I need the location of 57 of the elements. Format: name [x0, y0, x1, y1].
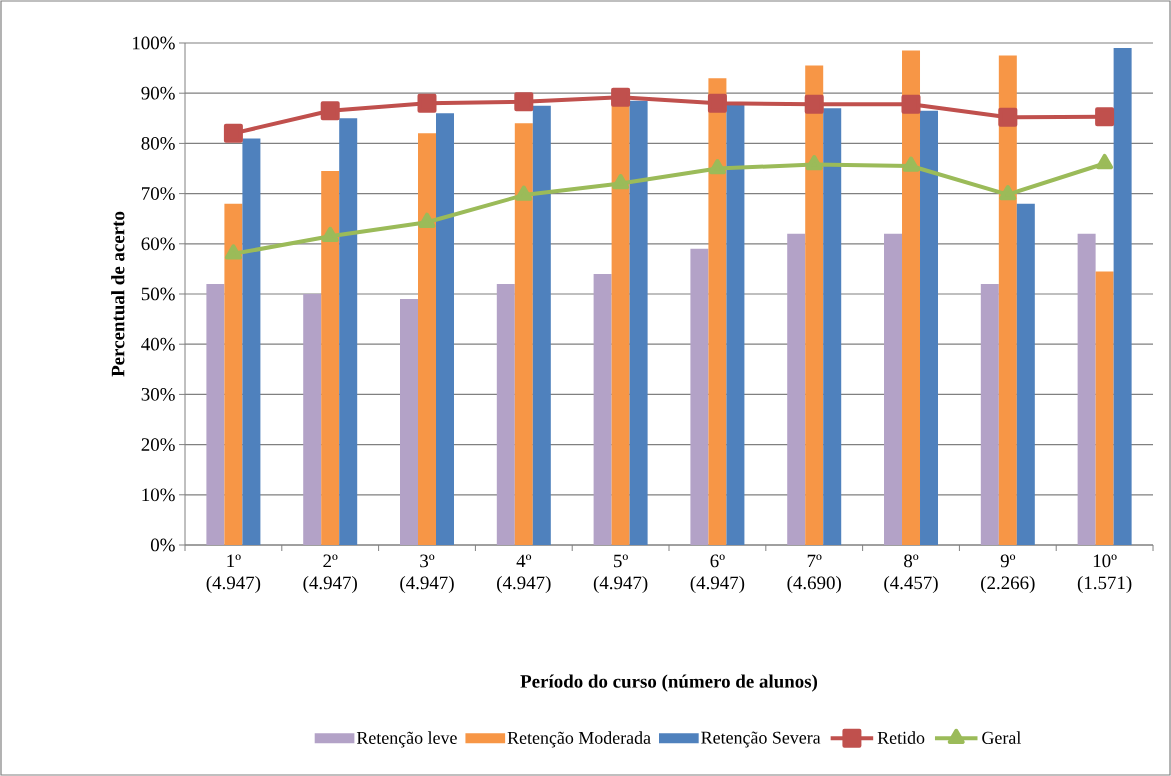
- x-axis-title: Período do curso (número de alunos): [520, 674, 818, 692]
- x-tick-label: 3º (4.947): [400, 554, 454, 594]
- x-tick-label: 10º (1.571): [1077, 554, 1132, 594]
- bar: [690, 248, 709, 545]
- legend-label: Retido: [877, 731, 925, 744]
- y-tick-label: 80%: [141, 136, 175, 150]
- x-tick-label: 6º (4.947): [690, 554, 745, 594]
- y-tick-label: 30%: [141, 387, 175, 401]
- bar: [418, 133, 436, 545]
- y-tick-label: 60%: [141, 237, 175, 251]
- bar: [708, 78, 727, 545]
- bar: [787, 233, 806, 545]
- y-tick-label: 100%: [132, 36, 175, 50]
- bar: [321, 171, 340, 545]
- legend-label: Geral: [982, 731, 1021, 744]
- bar: [998, 55, 1017, 545]
- bar: [400, 299, 418, 545]
- y-axis-title: Percentual de acerto: [111, 211, 125, 377]
- bar: [532, 105, 551, 545]
- y-tick-label: 0%: [150, 538, 175, 552]
- bar: [1113, 48, 1132, 545]
- y-tick-label: 90%: [141, 86, 175, 100]
- y-tick-label: 70%: [142, 187, 175, 201]
- bar: [1095, 271, 1114, 545]
- bar: [884, 233, 903, 545]
- y-tick-label: 50%: [141, 287, 175, 301]
- bar: [339, 118, 358, 545]
- bar: [629, 100, 648, 545]
- bar: [496, 283, 515, 545]
- bar: [436, 113, 454, 545]
- x-tick-label: 7º (4.690): [787, 554, 841, 594]
- bar: [1016, 203, 1035, 545]
- x-tick-label: 1º (4.947): [206, 554, 261, 594]
- y-tick-label: 10%: [142, 488, 175, 502]
- bar: [303, 294, 322, 545]
- y-tick-label: 40%: [141, 337, 175, 351]
- legend-label: Retenção Severa: [701, 731, 821, 748]
- bar: [823, 108, 842, 545]
- bar: [514, 123, 533, 545]
- bar: [920, 110, 939, 545]
- legend-label: Retenção leve: [356, 731, 457, 748]
- y-tick-label: 20%: [141, 438, 175, 452]
- x-tick-label: 9º (2.266): [981, 554, 1035, 594]
- bar: [593, 273, 612, 545]
- bar: [726, 103, 745, 545]
- x-tick-label: 2º (4.947): [303, 554, 357, 594]
- bar: [902, 50, 921, 545]
- bar: [980, 283, 999, 545]
- bar: [1077, 233, 1096, 545]
- bar: [242, 138, 261, 545]
- legend-label: Retenção Moderada: [507, 731, 651, 748]
- x-tick-label: 5º (4.947): [593, 554, 648, 594]
- bar: [206, 283, 225, 545]
- x-tick-label: 4º (4.947): [497, 554, 551, 594]
- bar: [805, 65, 824, 545]
- bar: [224, 203, 243, 545]
- x-tick-label: 8º (4.457): [884, 554, 938, 594]
